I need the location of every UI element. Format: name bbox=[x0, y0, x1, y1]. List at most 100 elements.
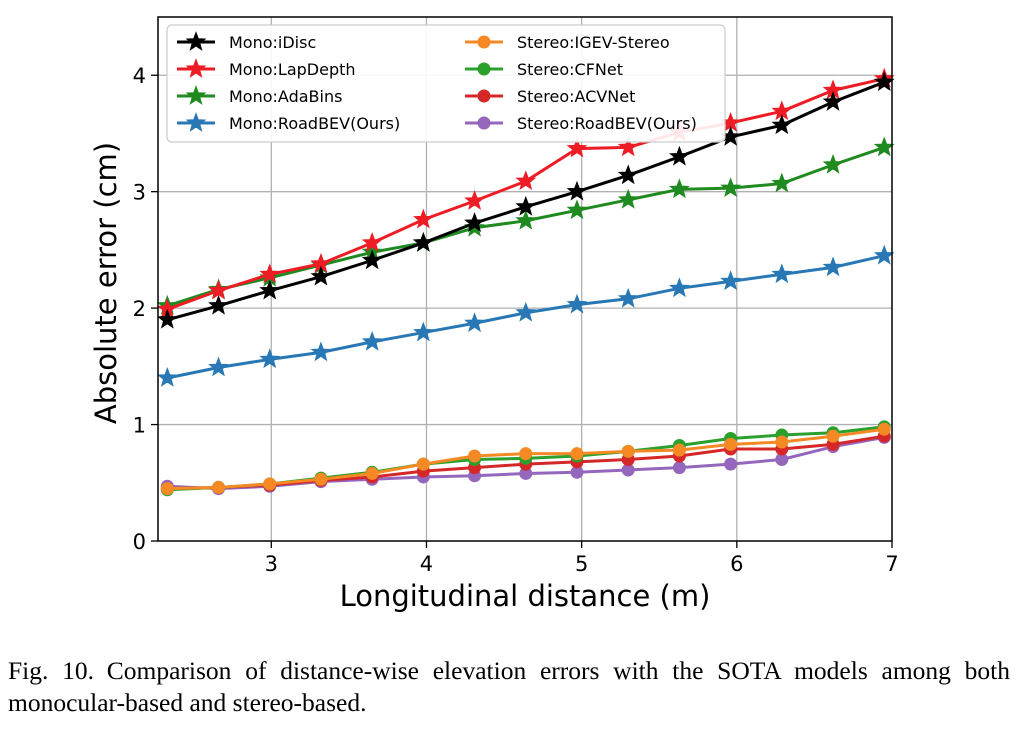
legend-label: Mono:RoadBEV(Ours) bbox=[229, 114, 400, 133]
legend-item: Mono:RoadBEV(Ours) bbox=[177, 112, 400, 133]
data-point bbox=[412, 321, 434, 342]
data-point bbox=[724, 437, 738, 451]
data-point bbox=[208, 279, 229, 300]
data-point bbox=[822, 91, 844, 111]
data-point bbox=[515, 195, 537, 216]
data-point bbox=[310, 265, 332, 286]
legend-item: Stereo:IGEV-Stereo bbox=[465, 33, 670, 52]
data-point bbox=[877, 422, 891, 436]
y-axis-label: Absolute error (cm) bbox=[89, 142, 123, 424]
legend-marker bbox=[477, 62, 491, 76]
legend: Mono:iDisc Mono:LapDepth Mono:AdaBins Mono:… bbox=[166, 24, 726, 143]
data-point bbox=[724, 457, 738, 471]
data-point bbox=[160, 482, 174, 496]
data-point bbox=[468, 449, 482, 463]
data-point bbox=[873, 71, 895, 92]
legend-label: Stereo:ACVNet bbox=[517, 87, 635, 106]
x-axis-label: Longitudinal distance (m) bbox=[340, 579, 711, 613]
data-point bbox=[720, 270, 742, 291]
data-point bbox=[621, 444, 635, 458]
data-point bbox=[617, 136, 639, 157]
data-point bbox=[669, 178, 690, 199]
y-tick-label: 2 bbox=[133, 297, 146, 321]
x-tick-label: 5 bbox=[575, 552, 588, 576]
y-tick-label: 1 bbox=[133, 414, 146, 438]
data-point bbox=[566, 199, 588, 220]
data-point bbox=[259, 263, 281, 284]
legend-item: Mono:LapDepth bbox=[177, 58, 356, 79]
data-point bbox=[464, 190, 485, 210]
data-point bbox=[519, 447, 533, 461]
data-point bbox=[156, 308, 178, 329]
data-point bbox=[314, 472, 328, 486]
x-tick-label: 4 bbox=[420, 552, 433, 576]
data-point bbox=[361, 330, 383, 351]
data-point bbox=[412, 231, 434, 252]
legend-label: Mono:AdaBins bbox=[229, 87, 342, 106]
data-point bbox=[617, 287, 639, 308]
data-point bbox=[775, 435, 789, 449]
legend-label: Mono:iDisc bbox=[229, 33, 316, 52]
data-point bbox=[156, 367, 178, 387]
legend-box bbox=[166, 24, 726, 143]
legend-marker bbox=[185, 31, 207, 51]
data-point bbox=[672, 443, 686, 457]
data-point bbox=[464, 312, 485, 333]
legend-marker bbox=[185, 58, 207, 78]
data-point bbox=[412, 208, 434, 229]
figure-caption: Fig. 10. Comparison of distance-wise ele… bbox=[8, 656, 1010, 717]
plot-frame bbox=[157, 16, 893, 542]
data-point bbox=[365, 466, 379, 480]
data-point bbox=[361, 249, 383, 270]
line-chart: 3 4 5 6 7 0 1 2 3 4 Longitudinal distance (m) Abs… bbox=[89, 16, 899, 613]
data-point bbox=[361, 231, 383, 252]
data-point bbox=[515, 301, 537, 322]
data-point bbox=[669, 277, 690, 298]
data-point bbox=[771, 114, 793, 135]
y-tick-label: 3 bbox=[133, 181, 146, 205]
data-point bbox=[617, 164, 639, 185]
series-mono-idisc bbox=[156, 71, 895, 329]
data-point bbox=[566, 293, 588, 314]
data-point bbox=[208, 294, 229, 315]
data-point bbox=[873, 244, 895, 265]
legend-label: Stereo:RoadBEV(Ours) bbox=[517, 114, 697, 133]
data-point bbox=[720, 177, 742, 198]
series-mono-roadbev-ours bbox=[156, 244, 895, 387]
data-point bbox=[672, 461, 686, 475]
data-point bbox=[822, 153, 844, 174]
data-point bbox=[669, 145, 690, 166]
data-point bbox=[515, 209, 537, 230]
data-point bbox=[208, 356, 229, 377]
data-point bbox=[263, 477, 277, 491]
data-point bbox=[566, 137, 588, 158]
legend-marker bbox=[477, 116, 491, 130]
legend-marker bbox=[477, 89, 491, 103]
y-tick-label: 4 bbox=[133, 64, 146, 88]
data-point bbox=[515, 170, 537, 191]
legend-marker bbox=[185, 112, 207, 132]
legend-item: Mono:iDisc bbox=[177, 31, 316, 52]
data-point bbox=[771, 172, 793, 193]
data-point bbox=[617, 188, 639, 209]
data-point bbox=[822, 256, 844, 277]
y-tick-label: 0 bbox=[133, 530, 146, 554]
data-point bbox=[566, 180, 588, 201]
legend-label: Stereo:CFNet bbox=[517, 60, 623, 79]
data-point bbox=[464, 212, 485, 232]
legend-label: Stereo:IGEV-Stereo bbox=[517, 33, 670, 52]
data-point bbox=[212, 480, 226, 494]
data-point bbox=[259, 348, 281, 369]
legend-item: Stereo:CFNet bbox=[465, 60, 623, 79]
x-tick-label: 7 bbox=[885, 552, 898, 576]
series-layer bbox=[156, 67, 895, 497]
legend-label: Mono:LapDepth bbox=[229, 60, 356, 79]
legend-item: Stereo:ACVNet bbox=[465, 87, 635, 106]
data-point bbox=[416, 457, 430, 471]
x-tick-label: 6 bbox=[730, 552, 743, 576]
legend-item: Mono:AdaBins bbox=[177, 85, 342, 106]
legend-marker bbox=[185, 85, 207, 105]
data-point bbox=[771, 263, 793, 284]
legend-item: Stereo:RoadBEV(Ours) bbox=[465, 114, 697, 133]
x-tick-label: 3 bbox=[265, 552, 278, 576]
